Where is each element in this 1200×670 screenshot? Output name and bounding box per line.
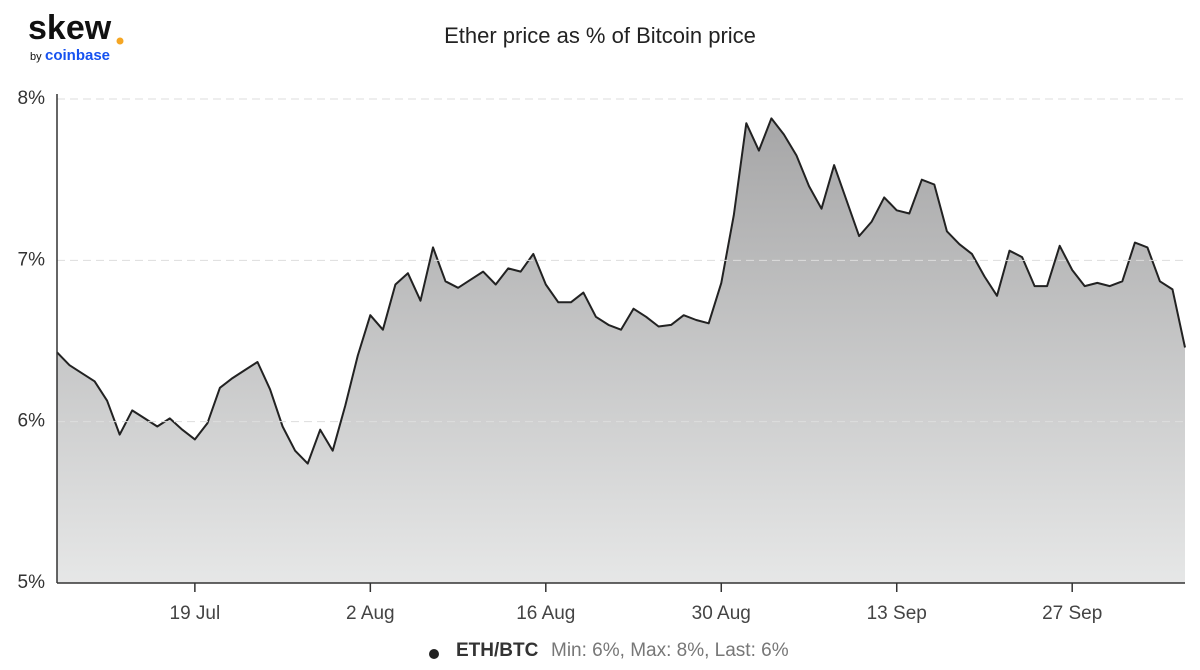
line [56,117,1186,465]
legend: ETH/BTC Min: 6%, Max: 8%, Last: 6% [429,640,789,661]
x-tick-label: 19 Jul [170,603,221,624]
logo-brand: coinbase [45,47,110,64]
legend-label: ETH/BTC [456,640,539,661]
logo-by: by [30,51,42,63]
x-tick-label: 2 Aug [346,603,395,624]
x-tick-label: 13 Sep [867,603,927,624]
y-tick-label: 6% [18,411,46,432]
chart-title: Ether price as % of Bitcoin price [444,23,756,48]
y-tick-label: 5% [18,572,46,593]
area [57,118,1185,584]
y-tick-label: 7% [18,249,46,270]
y-tick-label: 8% [18,88,46,109]
x-tick-label: 16 Aug [516,603,575,624]
legend-marker [429,649,439,659]
legend-stats: Min: 6%, Max: 8%, Last: 6% [551,640,789,661]
x-tick-label: 27 Sep [1042,603,1102,624]
logo-name: skew [28,9,112,47]
x-tick-label: 30 Aug [692,603,751,624]
logo-dot [116,37,124,45]
